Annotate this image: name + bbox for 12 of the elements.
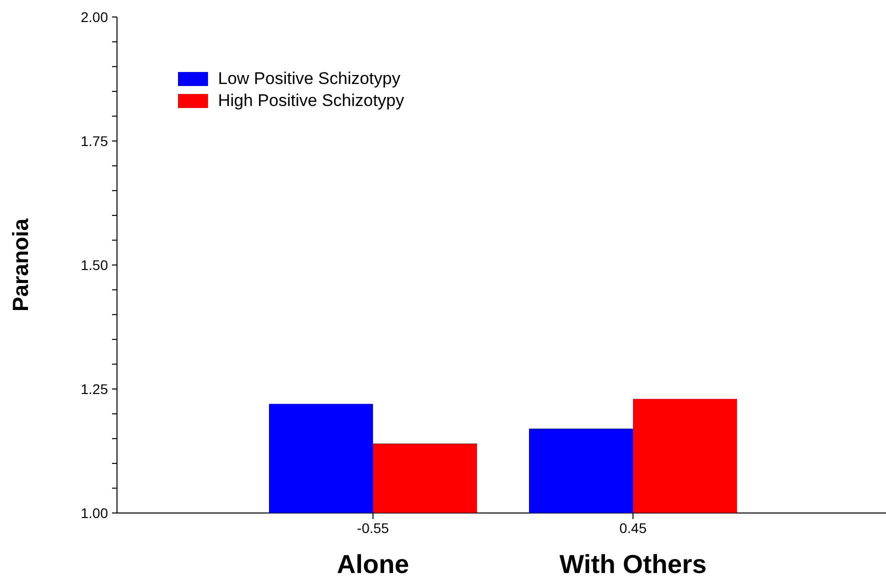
y-tick-label: 1.25 xyxy=(80,381,108,397)
y-tick-label: 2.00 xyxy=(80,9,108,25)
x-tick-label: -0.55 xyxy=(357,520,390,536)
y-axis-title: Paranoia xyxy=(8,218,33,312)
x-tick-label: 0.45 xyxy=(619,520,647,536)
y-tick-label: 1.50 xyxy=(80,257,108,273)
y-tick-label: 1.75 xyxy=(80,133,108,149)
legend-label: High Positive Schizotypy xyxy=(218,91,404,111)
y-tick-label: 1.00 xyxy=(80,505,108,521)
text: Alone xyxy=(336,549,410,579)
text: With Others xyxy=(559,549,707,579)
legend-label: Low Positive Schizotypy xyxy=(218,69,400,89)
